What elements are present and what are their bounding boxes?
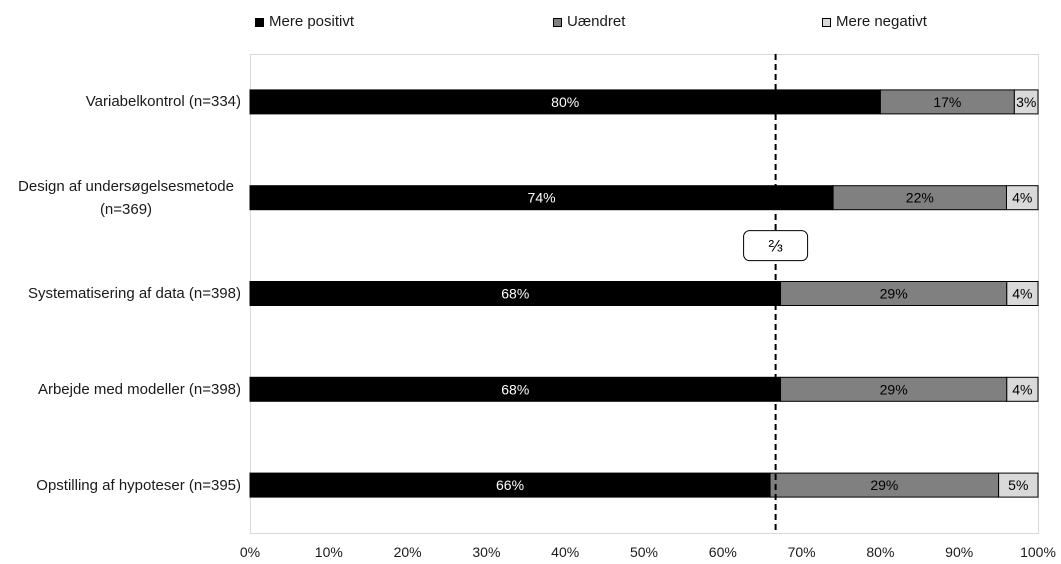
x-tick-label: 60% <box>709 544 737 560</box>
category-axis-labels: Variabelkontrol (n=334) Design af undersø… <box>0 54 241 533</box>
reference-label: ⅔ <box>769 237 783 256</box>
bar-segment <box>1006 376 1039 402</box>
x-tick-label: 40% <box>551 544 579 560</box>
bar-segment <box>832 185 1007 211</box>
bar-segment <box>879 89 1015 115</box>
legend: Mere positivt Uændret Mere negativt <box>0 12 1061 32</box>
category-row: Opstilling af hypoteser (n=395) <box>0 437 241 533</box>
x-tick-label: 50% <box>630 544 658 560</box>
x-tick-label: 80% <box>866 544 894 560</box>
bar-segment-label: 5% <box>1008 477 1028 493</box>
x-axis: 0% 10% 20% 30% 40% 50% 60% 70% 80% 90% 100% <box>240 544 1056 560</box>
legend-label: Mere positivt <box>269 13 355 30</box>
x-tick-label: 30% <box>472 544 500 560</box>
category-row: Systematisering af data (n=398) <box>0 246 241 342</box>
bar-segment-label: 66% <box>496 477 524 493</box>
bar-segment <box>998 472 1039 498</box>
legend-item: Mere positivt <box>255 12 354 32</box>
bar-segment <box>1013 89 1039 115</box>
x-tick-label: 70% <box>788 544 816 560</box>
legend-label: Uændret <box>567 13 626 30</box>
category-label: Opstilling af hypoteser (n=395) <box>36 476 241 494</box>
bar-segment <box>249 376 782 402</box>
x-tick-label: 20% <box>394 544 422 560</box>
x-tick-label: 10% <box>315 544 343 560</box>
legend-swatch <box>553 17 562 27</box>
x-tick-label: 0% <box>240 544 260 560</box>
bar-segment-label: 74% <box>528 190 556 206</box>
bar-segment-label: 68% <box>501 381 529 397</box>
reference-annotation: ⅔ <box>743 230 809 262</box>
legend-item: Mere negativt <box>822 12 927 32</box>
legend-item: Uændret <box>553 12 625 32</box>
bars <box>249 89 1039 498</box>
category-label: Design af undersøgelsesmetode (n=369) <box>18 177 234 218</box>
category-row: Variabelkontrol (n=334) <box>0 54 241 150</box>
x-tick-label: 90% <box>945 544 973 560</box>
legend-swatch <box>255 17 264 27</box>
bar-segment <box>780 281 1008 306</box>
data-labels: 80% 17% 3% 74% 22% 4% 68% 29% 4% 68% 29% 4% 66% 29% 5% <box>496 94 1036 493</box>
category-label: Variabelkontrol (n=334) <box>85 93 241 111</box>
reference-label-box <box>743 230 809 262</box>
legend-label: Mere negativt <box>836 13 927 30</box>
bar-segment <box>1005 185 1039 211</box>
category-row: Arbejde med modeller (n=398) <box>0 341 241 437</box>
bar-segment-label: 29% <box>870 477 898 493</box>
bar-segment-label: 4% <box>1012 381 1032 397</box>
bar-segment-label: 80% <box>551 94 579 110</box>
bar-segment <box>769 472 1000 498</box>
category-label: Systematisering af data (n=398) <box>27 284 241 302</box>
bar-segment-label: 17% <box>933 94 961 110</box>
bar-segment-label: 29% <box>880 286 908 302</box>
bar-segment-label: 22% <box>906 190 934 206</box>
x-tick-label: 100% <box>1020 544 1056 560</box>
bar-segment-label: 68% <box>501 286 529 302</box>
category-row: Design af undersøgelsesmetode (n=369) <box>0 150 241 246</box>
legend-swatch <box>822 17 831 27</box>
bar-segment-label: 4% <box>1012 190 1032 206</box>
bar-segment <box>249 281 782 306</box>
bar-segment-label: 29% <box>880 381 908 397</box>
bar-segment-label: 4% <box>1012 286 1032 302</box>
bar-segment <box>249 472 771 498</box>
bar-segment <box>1006 281 1039 306</box>
bar-segment-label: 3% <box>1016 94 1036 110</box>
category-label: Arbejde med modeller (n=398) <box>37 380 241 398</box>
